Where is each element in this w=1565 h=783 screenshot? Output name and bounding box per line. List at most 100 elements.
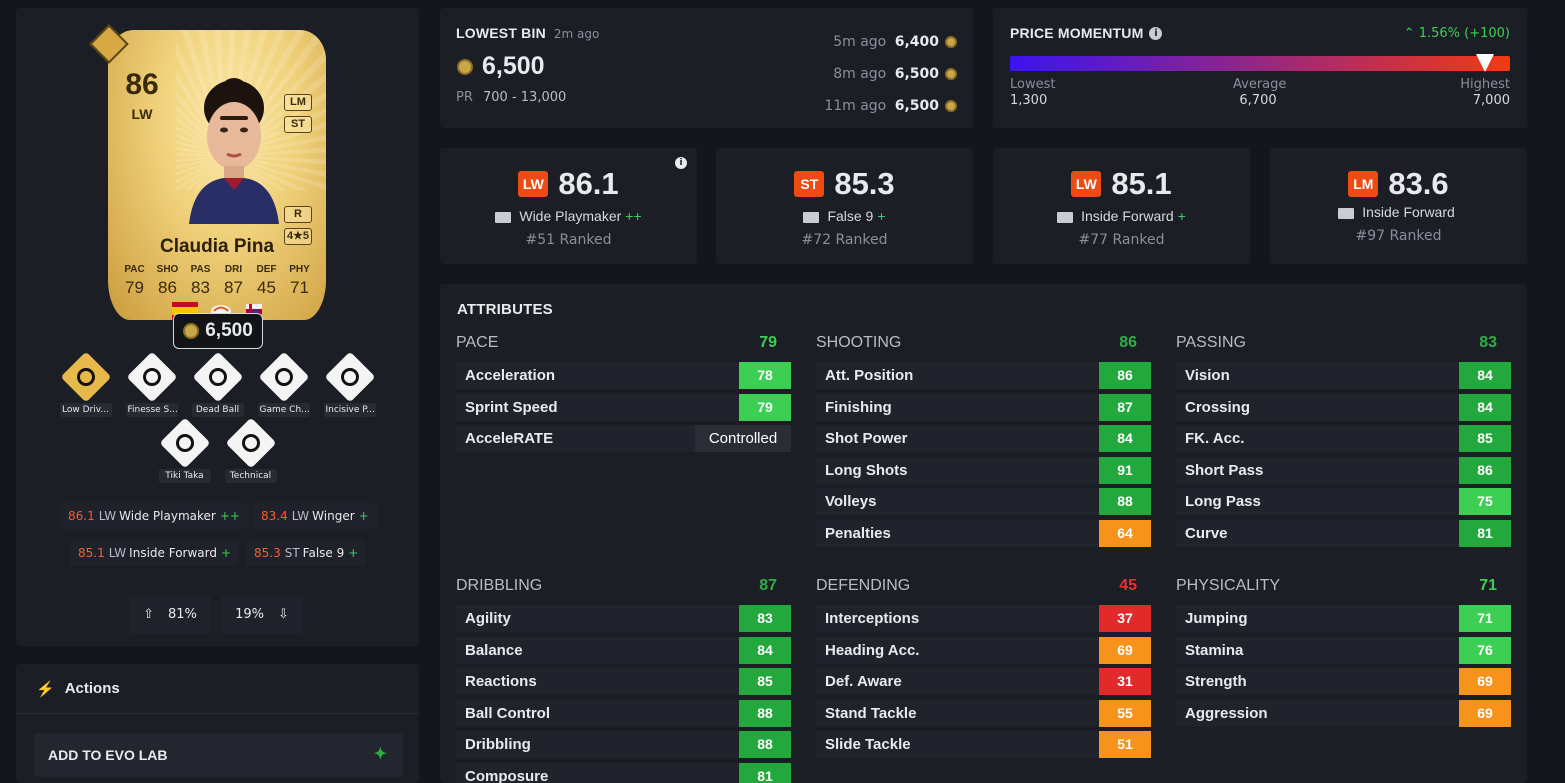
vote-down-value: 19% <box>235 607 264 622</box>
attr-name: FK. Acc. <box>1185 430 1245 447</box>
attr-value: 69 <box>1459 668 1511 695</box>
coin-icon <box>457 58 473 75</box>
stat-value-def: 45 <box>257 278 276 297</box>
attr-group-title: PACE <box>456 334 499 351</box>
card-price[interactable]: 6,500 <box>173 313 263 349</box>
playstyle-label: Incisive P... <box>323 403 376 417</box>
attr-row: Reactions 85 <box>456 668 791 695</box>
role-chip-pos: LW <box>108 546 127 560</box>
role-rating: 86.1 <box>558 166 619 201</box>
playstyle-dead-ball[interactable]: Dead Ball <box>191 351 244 417</box>
role-card-false-9[interactable]: ST 85.3 False 9 + #72 Ranked <box>716 148 973 264</box>
vote-up[interactable]: ⇧ 81% <box>129 596 211 634</box>
game-changer-icon <box>258 351 309 403</box>
playstyle-game-changer[interactable]: Game Ch... <box>257 351 310 417</box>
playstyle-label: Low Driv... <box>59 403 112 417</box>
role-card-inside-forward-lw[interactable]: LW 85.1 Inside Forward + #77 Ranked <box>993 148 1250 264</box>
attr-value: 85 <box>1459 425 1511 452</box>
attr-name: Finishing <box>825 398 892 416</box>
attr-row: Curve 81 <box>1176 519 1511 547</box>
role-name: False 9 <box>827 208 874 224</box>
role-rating: 85.3 <box>834 166 895 201</box>
attr-name: Stamina <box>1185 641 1244 659</box>
attr-row: Short Pass 86 <box>1176 456 1511 484</box>
lowest-label: Lowest <box>1010 77 1056 92</box>
attr-group-value: 71 <box>1479 577 1497 594</box>
bin-history: 5m ago 6,400 8m ago 6,500 11m ago 6,500 <box>824 26 957 122</box>
vote-down[interactable]: 19% ⇩ <box>221 596 303 634</box>
playstyle-incisive-pass[interactable]: Incisive P... <box>323 351 376 417</box>
attr-row: Dribbling 88 <box>456 731 791 758</box>
player-portrait <box>189 78 279 224</box>
alt-position-lm: LM <box>284 94 312 111</box>
attr-name: Curve <box>1185 524 1228 542</box>
attr-group-shooting: SHOOTING 86 Att. Position 86 Finishing 87 Shot… <box>816 330 1151 551</box>
lowest-bin-title: LOWEST BIN <box>456 25 546 41</box>
attr-name: Vision <box>1185 367 1230 384</box>
card-rating: 86 <box>125 68 159 101</box>
attr-name: Interceptions <box>825 610 920 627</box>
attr-value: 81 <box>739 762 791 783</box>
attr-row: Long Pass 75 <box>1176 488 1511 515</box>
stat-label-sho: SHO <box>156 264 179 275</box>
arrow-up-icon: ⇧ <box>143 607 154 622</box>
attr-row: FK. Acc. 85 <box>1176 425 1511 452</box>
role-rank: #77 Ranked <box>1078 232 1165 248</box>
coin-icon <box>945 36 957 48</box>
role-chip-plus: ++ <box>219 509 240 523</box>
attr-value: 88 <box>1099 488 1151 515</box>
attr-group-header: SHOOTING 86 <box>816 330 1151 356</box>
attr-name: Reactions <box>465 673 537 690</box>
playstyle-tiki-taka[interactable]: Tiki Taka <box>158 417 211 483</box>
role-chip-name: Winger <box>312 509 355 523</box>
attr-value: 86 <box>1099 362 1151 389</box>
history-price: 6,500 <box>894 98 939 114</box>
playstyle-finesse-shot[interactable]: Finesse S... <box>125 351 178 417</box>
attr-row: Agility 83 <box>456 605 791 632</box>
bin-history-row: 5m ago 6,400 <box>824 26 957 58</box>
coin-icon <box>945 100 957 112</box>
add-to-evo-lab-button[interactable]: ADD TO EVO LAB ✦ <box>34 733 403 777</box>
playstyle-label: Tiki Taka <box>158 469 211 483</box>
evo-button-label: ADD TO EVO LAB <box>48 747 168 763</box>
role-chip-winger[interactable]: 83.4 LW Winger + <box>253 503 377 529</box>
attr-group-value: 86 <box>1119 334 1137 351</box>
role-card-wide-playmaker[interactable]: i LW 86.1 Wide Playmaker ++ #51 Ranked <box>440 148 697 264</box>
attr-row: Att. Position 86 <box>816 362 1151 389</box>
card-price-value: 6,500 <box>205 320 253 341</box>
player-card[interactable]: 86 LW LM ST R 4★5 Claudia Pina PAC SHO P… <box>108 30 326 320</box>
actions-header[interactable]: ⚡ Actions <box>16 664 419 714</box>
role-chip-inside-forward[interactable]: 85.1 LW Inside Forward + <box>70 540 240 566</box>
info-icon[interactable]: i <box>1149 26 1163 40</box>
attr-value: Controlled <box>695 425 791 452</box>
attr-row: Aggression 69 <box>1176 699 1511 727</box>
attr-group-value: 83 <box>1479 334 1497 351</box>
history-ago: 5m ago <box>833 34 887 50</box>
role-card-inside-forward-lm[interactable]: LM 83.6 Inside Forward #97 Ranked <box>1270 148 1527 264</box>
attr-row: Stand Tackle 55 <box>816 699 1151 727</box>
history-ago: 8m ago <box>833 66 887 82</box>
playstyle-technical[interactable]: Technical <box>224 417 277 483</box>
role-chip-name: Inside Forward <box>129 546 217 560</box>
coin-icon <box>183 323 200 339</box>
stat-value-pas: 83 <box>191 278 210 297</box>
role-chip-wide-playmaker[interactable]: 86.1 LW Wide Playmaker ++ <box>60 503 248 529</box>
role-chip-name: False 9 <box>302 546 345 560</box>
attr-name: Jumping <box>1185 610 1248 627</box>
envelope-icon <box>803 211 820 223</box>
history-price: 6,500 <box>894 66 939 82</box>
player-card-panel: 86 LW LM ST R 4★5 Claudia Pina PAC SHO P… <box>16 8 419 646</box>
highest-value: 7,000 <box>1472 93 1510 108</box>
playstyle-low-driven-shot[interactable]: Low Driv... <box>59 351 112 417</box>
role-chip-false-9[interactable]: 85.3 ST False 9 + <box>246 540 367 566</box>
playstyle-label: Technical <box>224 469 277 483</box>
stat-label-dri: DRI <box>224 264 243 275</box>
role-chip-value: 86.1 <box>68 509 95 523</box>
info-icon[interactable]: i <box>675 157 687 169</box>
momentum-marker <box>1476 54 1494 72</box>
attr-row: Shot Power 84 <box>816 425 1151 452</box>
attr-group-title: PHYSICALITY <box>1176 577 1281 594</box>
attr-value: 69 <box>1099 636 1151 664</box>
attr-name: Shot Power <box>825 430 908 447</box>
role-rank: #72 Ranked <box>801 232 888 248</box>
